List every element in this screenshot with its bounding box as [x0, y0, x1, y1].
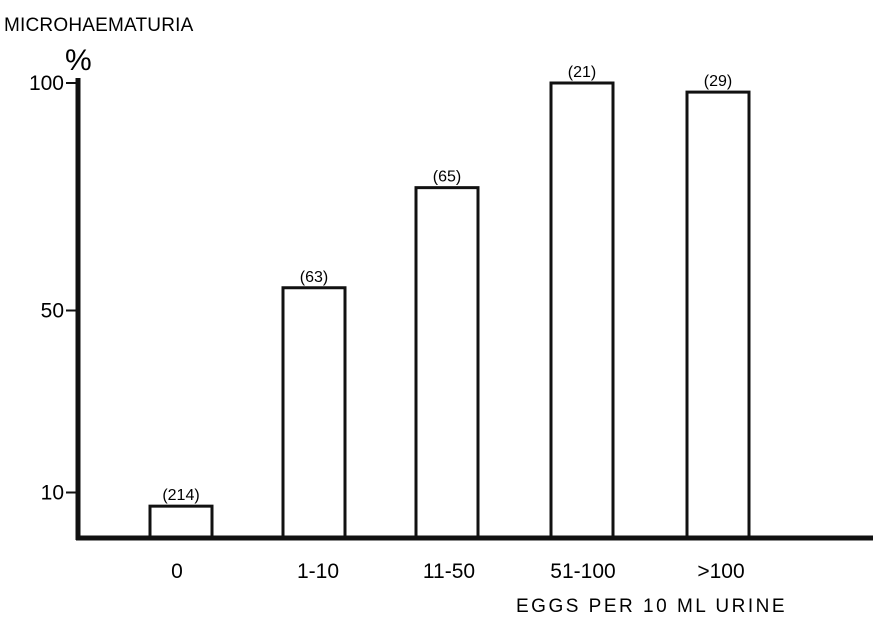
bar-count-label: (29) — [704, 73, 732, 90]
bar-count-label: (65) — [433, 169, 461, 186]
x-tick-label: 1-10 — [297, 560, 339, 583]
x-tick-label: >100 — [697, 560, 744, 583]
y-tick-label: 10 — [41, 482, 64, 505]
bar-count-label: (214) — [162, 487, 199, 504]
bar-count-label: (21) — [568, 64, 596, 81]
y-tick-label: 100 — [29, 72, 64, 95]
chart-title: MICROHAEMATURIA — [4, 15, 194, 36]
y-axis-unit: % — [65, 44, 92, 77]
x-tick-label: 51-100 — [550, 560, 615, 583]
bar — [281, 286, 347, 540]
bar — [549, 81, 615, 540]
bar — [685, 90, 751, 540]
axes-group — [75, 78, 873, 541]
x-tick-label: 0 — [171, 560, 183, 583]
bar-count-label: (63) — [300, 269, 328, 286]
y-tick-label: 50 — [41, 300, 64, 323]
y-ticks-group: 10 50 100 — [29, 72, 78, 505]
bars-group: (214) (63) (65) (21) (29) — [148, 64, 751, 540]
x-axis-label: EGGS PER 10 ML URINE — [516, 596, 787, 617]
bar — [148, 504, 214, 540]
x-tick-label: 11-50 — [423, 560, 475, 583]
bar — [414, 186, 480, 540]
x-ticks-group: 0 1-10 11-50 51-100 >100 — [171, 560, 745, 583]
